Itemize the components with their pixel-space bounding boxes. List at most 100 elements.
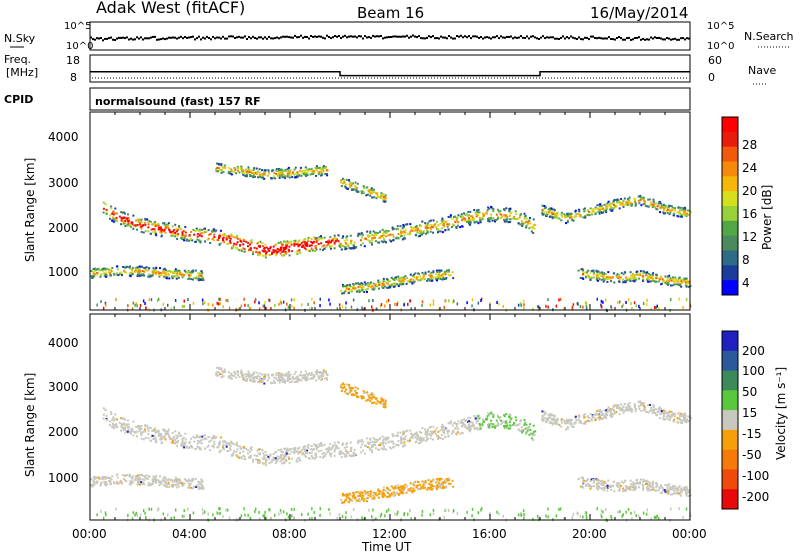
velocity-point — [193, 440, 196, 443]
power-point — [387, 298, 390, 302]
velocity-point — [620, 403, 623, 406]
power-point — [689, 211, 692, 214]
velocity-point — [395, 444, 398, 447]
velocity-point — [142, 438, 145, 441]
sky-noise-point — [268, 35, 270, 38]
velocity-point — [642, 478, 645, 481]
power-point — [341, 305, 344, 309]
sky-noise-point — [210, 38, 212, 41]
power-point — [577, 302, 579, 306]
velocity-point — [515, 424, 518, 427]
power-point — [131, 268, 134, 270]
velocity-point — [104, 476, 107, 478]
power-point — [657, 204, 660, 207]
velocity-point — [125, 424, 128, 427]
power-point — [154, 223, 157, 225]
velocity-point — [491, 413, 494, 416]
power-point — [131, 223, 134, 226]
power-point — [365, 186, 368, 189]
velocity-point — [402, 438, 405, 441]
velocity-point — [455, 425, 458, 428]
power-point — [399, 225, 402, 228]
velocity-point — [242, 454, 245, 457]
power-point — [509, 207, 512, 210]
power-point — [641, 275, 644, 278]
power-point — [515, 218, 518, 221]
power-point — [203, 300, 206, 304]
power-point — [422, 230, 425, 233]
power-point — [284, 251, 287, 254]
power-point — [228, 170, 231, 173]
power-point — [236, 166, 239, 169]
power-point — [553, 209, 556, 212]
velocity-point — [645, 411, 648, 414]
sky-noise-point — [486, 36, 488, 39]
power-point — [165, 277, 168, 280]
power-point — [262, 250, 265, 253]
power-point — [440, 219, 443, 222]
power-point — [461, 218, 464, 221]
velocity-point — [385, 436, 388, 439]
sky-noise-point — [146, 37, 148, 40]
sky-noise-point — [528, 37, 530, 40]
velocity-point — [380, 447, 383, 450]
velocity-point — [124, 426, 127, 429]
power-point — [188, 235, 191, 237]
velocity-point — [201, 487, 204, 490]
power-point — [194, 240, 197, 243]
power-point — [631, 307, 633, 310]
velocity-point — [167, 430, 169, 433]
power-point — [622, 205, 625, 208]
power-point — [375, 197, 378, 200]
velocity-point — [285, 449, 288, 452]
power-point — [296, 171, 299, 174]
power-point — [672, 276, 674, 279]
velocity-point — [417, 442, 420, 445]
power-point — [350, 242, 352, 245]
velocity-point — [164, 480, 167, 483]
velocity-point — [132, 434, 135, 437]
power-point — [96, 303, 98, 307]
power-point — [323, 244, 326, 247]
power-point — [270, 177, 272, 179]
velocity-point — [366, 437, 369, 440]
power-point — [585, 275, 588, 277]
velocity-point — [175, 437, 178, 440]
velocity-point — [298, 456, 301, 459]
power-point — [285, 170, 288, 173]
velocity-point — [499, 416, 502, 419]
power-point — [259, 245, 261, 247]
velocity-point — [140, 481, 143, 483]
velocity-point — [584, 413, 586, 416]
velocity-point — [659, 417, 661, 420]
power-point — [681, 214, 684, 217]
velocity-point — [183, 482, 186, 485]
power-point — [545, 215, 548, 218]
velocity-point — [406, 429, 409, 432]
power-point — [148, 275, 151, 278]
power-point — [173, 229, 176, 232]
power-point — [551, 208, 554, 211]
power-point — [182, 238, 185, 241]
velocity-point — [174, 430, 177, 433]
velocity-point — [582, 414, 585, 417]
sky-noise-point — [162, 37, 164, 40]
power-point — [686, 279, 689, 282]
velocity-point — [549, 420, 552, 423]
power-point — [357, 232, 360, 235]
power-point — [488, 219, 490, 222]
power-point — [157, 271, 160, 273]
colorbar-frame — [721, 116, 739, 296]
power-point — [115, 298, 117, 302]
velocity-point — [167, 433, 170, 436]
velocity-point — [197, 446, 200, 449]
velocity-point — [619, 407, 622, 409]
power-point — [123, 216, 126, 219]
velocity-point — [102, 413, 105, 416]
velocity-point — [649, 489, 652, 492]
sky-noise-point — [538, 38, 540, 40]
velocity-point — [208, 440, 211, 443]
velocity-point — [203, 434, 206, 437]
velocity-point — [333, 450, 336, 453]
velocity-point — [612, 413, 615, 416]
